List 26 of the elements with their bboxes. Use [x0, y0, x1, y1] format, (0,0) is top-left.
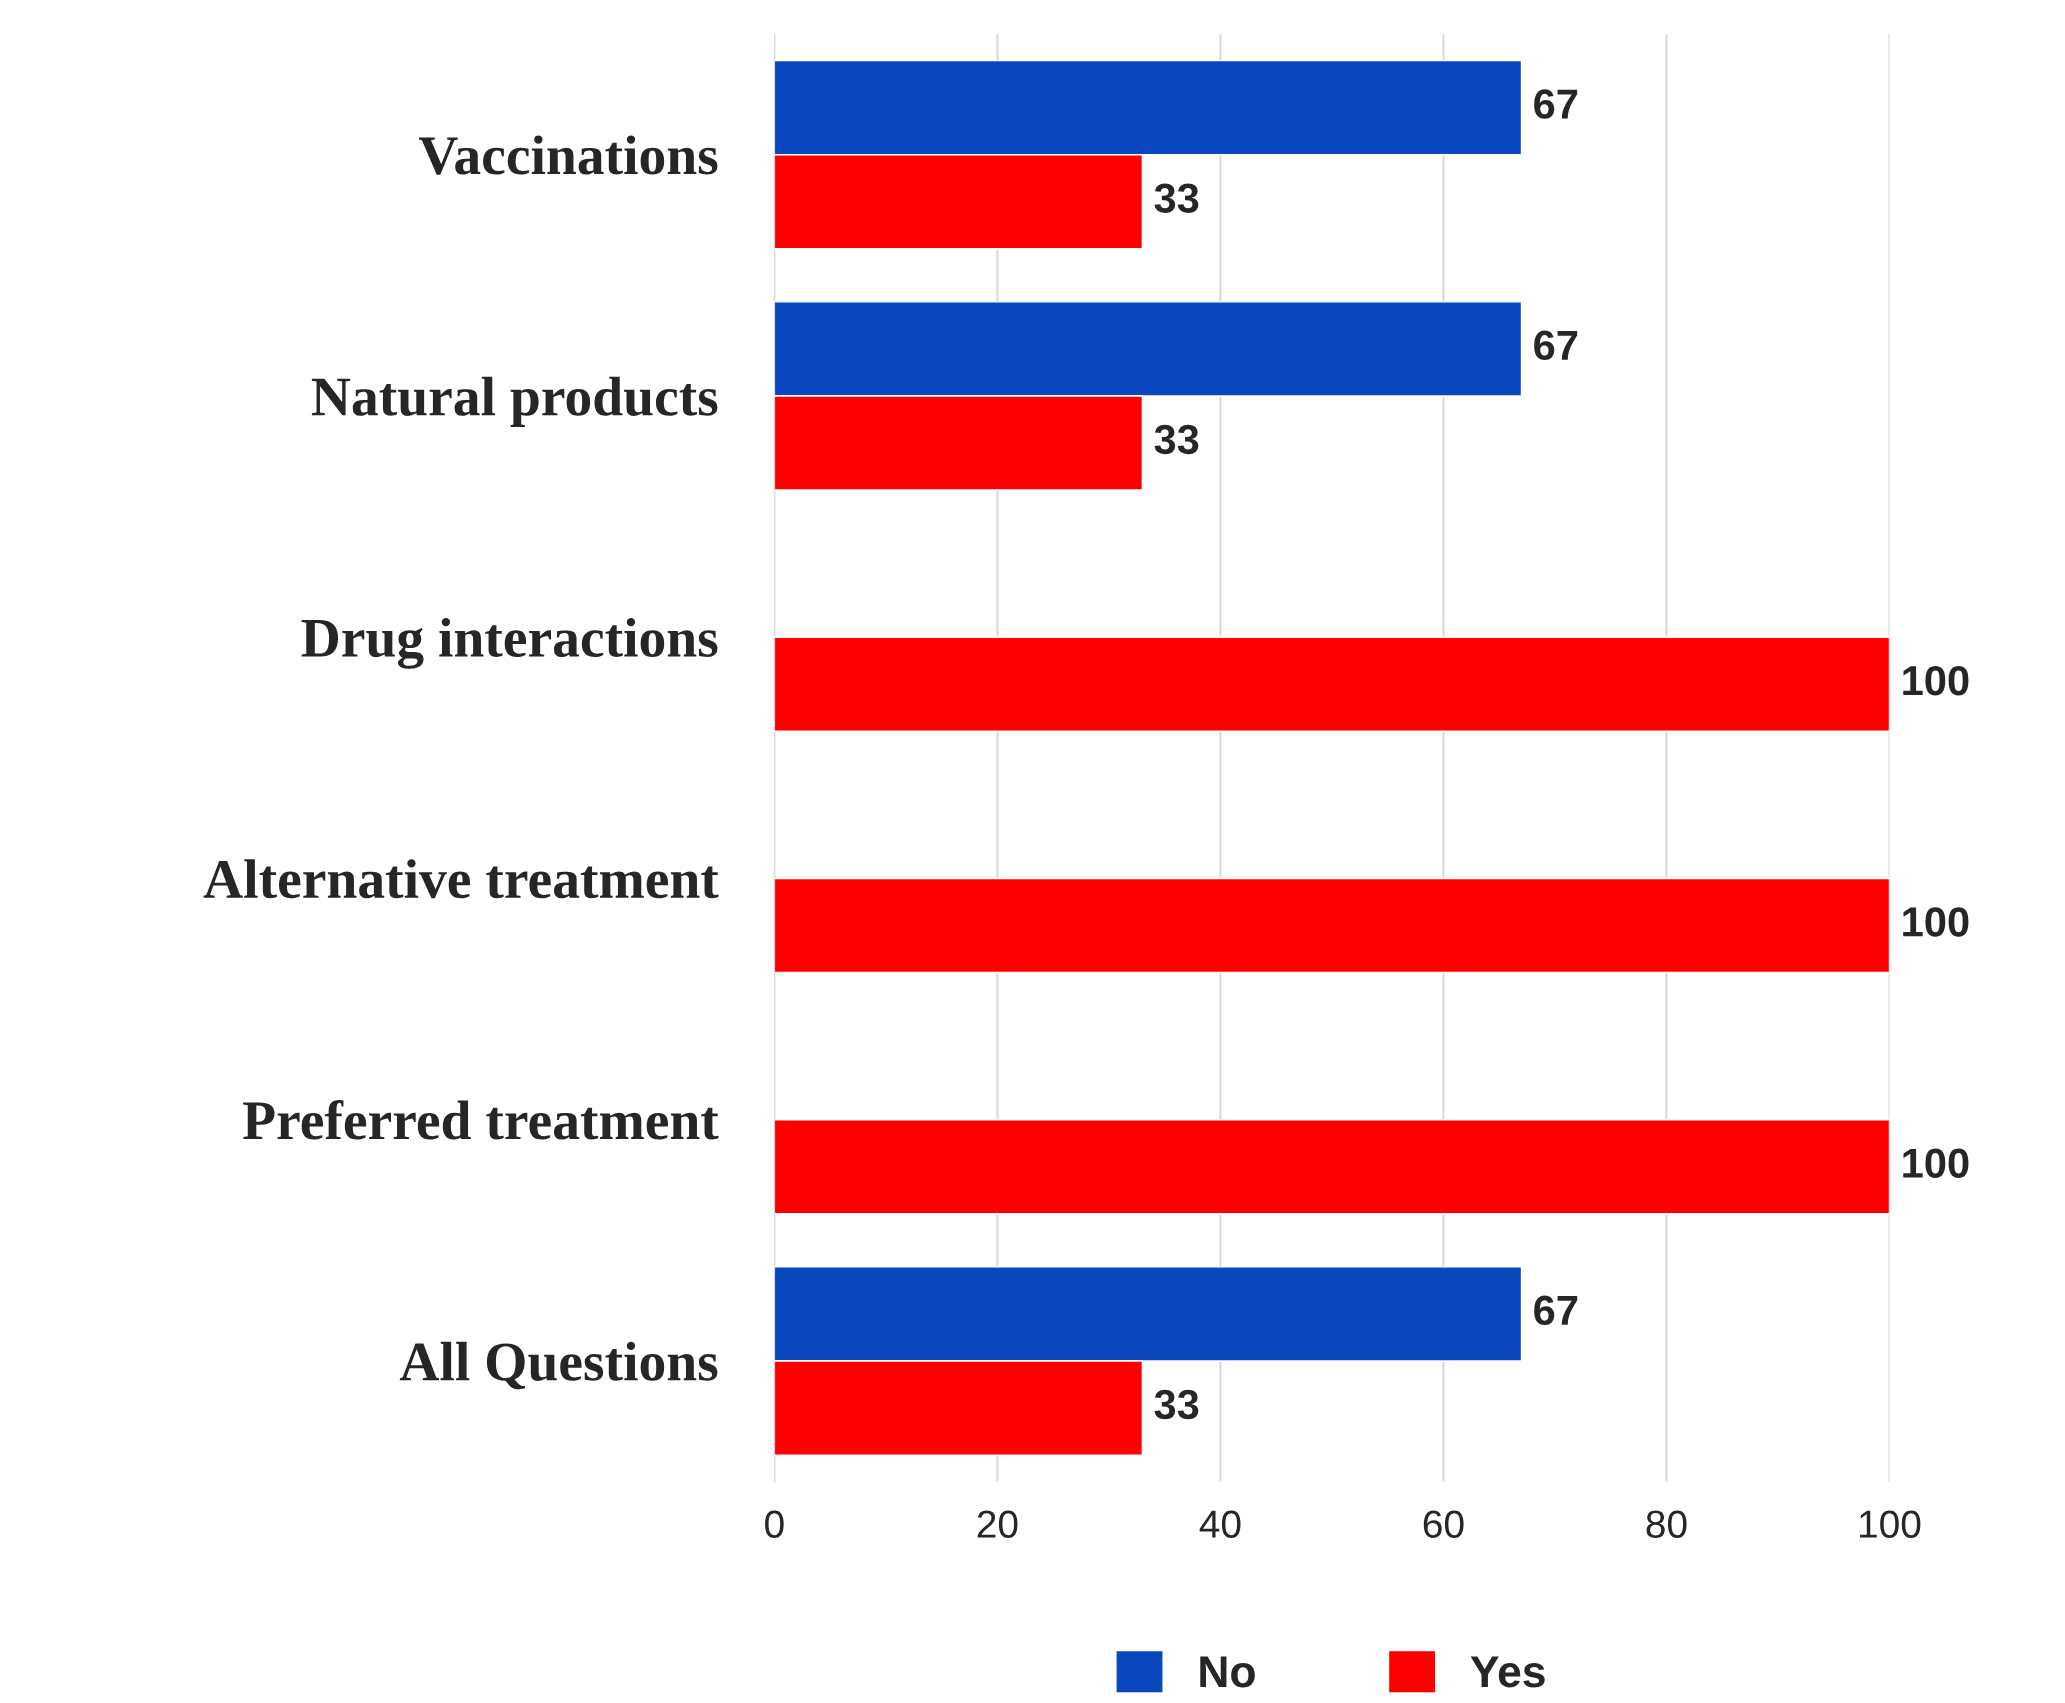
data-label: 33 [1154, 1389, 1199, 1420]
bar [774, 1119, 1890, 1215]
x-tick-label: 0 [765, 1510, 784, 1538]
legend-label: No [1200, 1656, 1255, 1688]
x-tick-label: 20 [977, 1510, 1018, 1538]
data-label: 67 [1534, 1295, 1578, 1326]
y-tick-label: Natural products [311, 376, 718, 428]
y-tick-label: All Questions [399, 1341, 718, 1390]
x-tick-label: 80 [1646, 1510, 1687, 1538]
bar [774, 877, 1890, 974]
data-label: 100 [1903, 665, 1969, 696]
y-tick-label: Preferred treatment [243, 1099, 719, 1140]
x-tick-label: 100 [1860, 1510, 1921, 1538]
data-label: 67 [1534, 330, 1578, 361]
x-tick-label: 60 [1423, 1510, 1464, 1538]
data-label: 100 [1903, 907, 1969, 937]
y-tick-label: Alternative treatment [203, 859, 719, 899]
x-tick-label: 40 [1199, 1510, 1241, 1538]
y-tick-label: Drug interactions [301, 617, 718, 669]
y-tick-label: Vaccinations [418, 135, 718, 175]
data-label: 33 [1154, 424, 1199, 455]
data-label: 100 [1903, 1148, 1969, 1178]
bar [774, 636, 1890, 732]
data-label: 33 [1154, 183, 1199, 213]
data-label: 67 [1534, 89, 1578, 119]
legend-label: Yes [1470, 1656, 1545, 1688]
